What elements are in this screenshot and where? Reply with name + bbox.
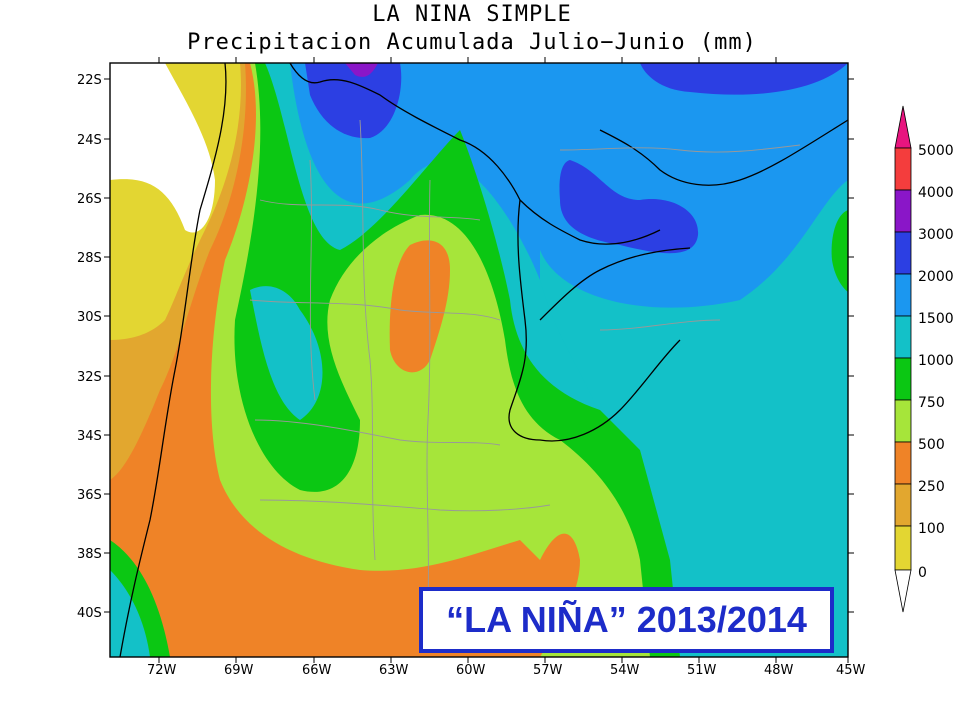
colorbar-band (894, 399, 912, 443)
field-2000-3000-east (559, 160, 699, 254)
lat-label: 34S (77, 429, 102, 444)
latitude-axis: 22S 24S 26S 28S 30S 32S 34S 36S 38S 40S (77, 73, 854, 621)
colorbar-band (894, 315, 912, 359)
colorbar-bottom-arrow (894, 569, 912, 613)
lat-label: 28S (77, 251, 102, 266)
lon-label: 57W (533, 663, 563, 678)
colorbar-labels: 5000 4000 3000 2000 1500 1000 750 500 25… (918, 143, 954, 581)
colorbar-band (894, 273, 912, 317)
lon-label: 45W (836, 663, 866, 678)
colorbar-label: 1500 (918, 311, 954, 327)
country-borders (119, 63, 848, 657)
lat-label: 38S (77, 547, 102, 562)
lon-label: 63W (379, 663, 409, 678)
field-3000-4000 (345, 63, 378, 77)
colorbar-band (894, 189, 912, 233)
lon-label: 69W (224, 663, 254, 678)
colorbar-label: 5000 (918, 143, 954, 159)
lon-label: 51W (687, 663, 717, 678)
lat-label: 40S (77, 606, 102, 621)
lon-label: 66W (302, 663, 332, 678)
banner-text: “LA NIÑA” 2013/2014 (446, 599, 807, 640)
map-title: LA NINA SIMPLE (372, 2, 572, 27)
lat-label: 24S (77, 133, 102, 148)
field-250-500 (110, 63, 580, 657)
colorbar-label: 100 (918, 521, 945, 537)
lat-label: 32S (77, 370, 102, 385)
colorbar-label: 2000 (918, 269, 954, 285)
longitude-axis: 72W 69W 66W 63W 60W 57W 54W 51W 48W 45W (147, 57, 866, 678)
colorbar-label: 3000 (918, 227, 954, 243)
colorbar-top-arrow (894, 105, 912, 149)
field-sw-cyan (110, 570, 150, 657)
event-banner: “LA NIÑA” 2013/2014 (419, 587, 834, 653)
colorbar-label: 1000 (918, 353, 954, 369)
colorbar-band (894, 525, 912, 571)
lat-label: 36S (77, 488, 102, 503)
field-2000-3000-north (305, 63, 402, 139)
field-below-0 (110, 63, 215, 233)
field-500-750 (110, 63, 650, 657)
field-750-1000-coast (831, 210, 848, 292)
field-2000-3000-ne (640, 63, 848, 95)
colorbar-label: 0 (918, 565, 927, 581)
colorbar (894, 105, 912, 613)
lon-label: 60W (456, 663, 486, 678)
lon-label: 72W (147, 663, 177, 678)
map-frame (109, 62, 849, 658)
colorbar-label: 500 (918, 437, 945, 453)
lon-label: 54W (610, 663, 640, 678)
field-250-500-center (389, 240, 450, 373)
lat-label: 26S (77, 192, 102, 207)
colorbar-band (894, 483, 912, 527)
colorbar-band (894, 147, 912, 191)
lon-label: 48W (764, 663, 794, 678)
precipitation-field (110, 63, 848, 657)
colorbar-label: 750 (918, 395, 945, 411)
colorbar-band (894, 441, 912, 485)
map-subtitle: Precipitacion Acumulada Julio−Junio (mm) (187, 30, 757, 55)
colorbar-band (894, 357, 912, 401)
field-1000-1500-loop (250, 286, 323, 420)
province-borders (249, 119, 801, 601)
lat-label: 30S (77, 310, 102, 325)
colorbar-label: 4000 (918, 185, 954, 201)
colorbar-label: 250 (918, 479, 945, 495)
colorbar-band (894, 231, 912, 275)
lat-label: 22S (77, 73, 102, 88)
